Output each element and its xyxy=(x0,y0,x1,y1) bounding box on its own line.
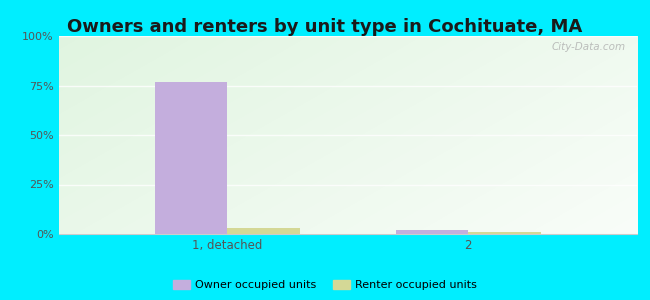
Text: Owners and renters by unit type in Cochituate, MA: Owners and renters by unit type in Cochi… xyxy=(68,18,582,36)
Legend: Owner occupied units, Renter occupied units: Owner occupied units, Renter occupied un… xyxy=(168,275,482,294)
Bar xyxy=(468,232,541,234)
Text: City-Data.com: City-Data.com xyxy=(551,42,625,52)
Bar xyxy=(155,82,228,234)
Bar xyxy=(396,230,468,234)
Bar xyxy=(227,228,300,234)
